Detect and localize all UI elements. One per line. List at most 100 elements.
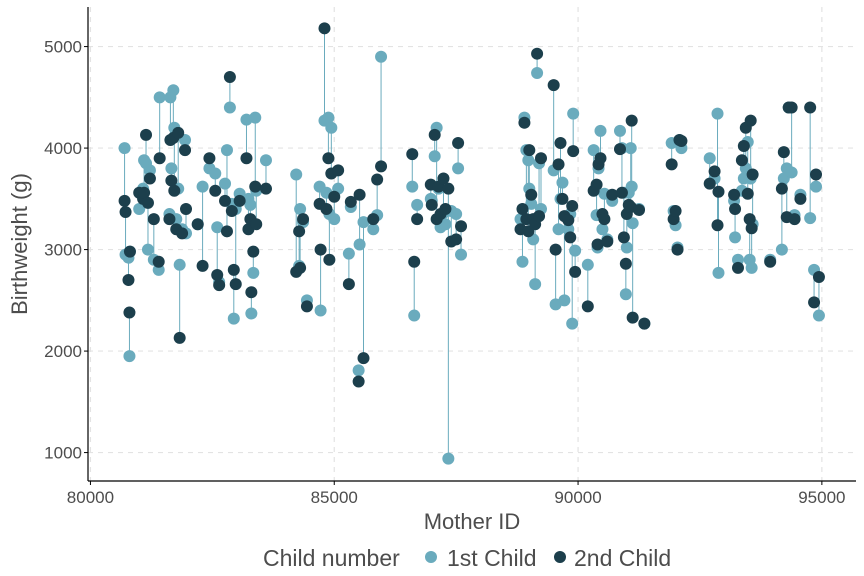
point-second-child: [191, 218, 204, 231]
point-second-child: [525, 188, 538, 201]
point-second-child: [294, 261, 307, 274]
point-first-child: [428, 150, 441, 163]
point-first-child: [249, 111, 262, 124]
point-second-child: [728, 188, 741, 201]
data-points: [118, 22, 825, 465]
x-tick-label: 85000: [311, 488, 358, 507]
point-second-child: [293, 225, 306, 238]
point-second-child: [425, 198, 438, 211]
point-first-child: [244, 198, 257, 211]
point-second-child: [119, 206, 132, 219]
point-second-child: [165, 174, 178, 187]
point-first-child: [406, 180, 419, 193]
point-second-child: [564, 231, 577, 244]
point-first-child: [569, 244, 582, 257]
point-second-child: [437, 172, 450, 185]
point-second-child: [794, 192, 807, 205]
point-second-child: [223, 71, 236, 84]
point-second-child: [549, 243, 562, 256]
point-first-child: [227, 312, 240, 325]
point-second-child: [123, 306, 136, 319]
point-second-child: [219, 194, 232, 207]
x-axis-title: Mother ID: [424, 509, 521, 534]
point-second-child: [375, 160, 388, 173]
point-second-child: [775, 182, 788, 195]
point-second-child: [562, 214, 575, 227]
point-second-child: [250, 218, 263, 231]
point-second-child: [598, 213, 611, 226]
point-first-child: [522, 154, 535, 167]
x-tick-label: 95000: [798, 488, 845, 507]
point-first-child: [581, 258, 594, 271]
point-second-child: [371, 173, 384, 186]
point-second-child: [552, 158, 565, 171]
point-second-child: [671, 243, 684, 256]
point-second-child: [808, 296, 821, 309]
legend-marker-second: [554, 551, 566, 563]
point-first-child: [613, 124, 626, 137]
y-tick-label: 4000: [44, 139, 82, 158]
point-second-child: [619, 257, 632, 270]
point-second-child: [332, 164, 345, 177]
point-first-child: [450, 208, 463, 221]
point-first-child: [775, 243, 788, 256]
point-first-child: [211, 221, 224, 234]
point-second-child: [408, 255, 421, 268]
point-second-child: [633, 203, 646, 216]
point-first-child: [558, 294, 571, 307]
point-second-child: [249, 180, 262, 193]
point-second-child: [613, 143, 626, 156]
point-second-child: [439, 202, 452, 215]
point-second-child: [211, 268, 224, 281]
point-second-child: [547, 79, 560, 92]
point-first-child: [529, 278, 542, 291]
point-second-child: [737, 140, 750, 153]
tick-labels: 1000 2000 3000 4000 5000 80000 85000 90000 95000: [44, 38, 845, 507]
point-first-child: [290, 168, 303, 181]
point-second-child: [556, 192, 569, 205]
point-second-child: [203, 152, 216, 165]
point-second-child: [518, 116, 531, 129]
point-first-child: [745, 261, 758, 274]
point-first-child: [167, 84, 180, 97]
point-second-child: [812, 270, 825, 283]
point-first-child: [219, 177, 232, 190]
point-second-child: [163, 213, 176, 226]
point-second-child: [744, 114, 757, 127]
y-tick-label: 3000: [44, 241, 82, 260]
point-second-child: [220, 225, 233, 238]
point-first-child: [165, 162, 178, 175]
point-first-child: [712, 266, 725, 279]
point-second-child: [122, 274, 135, 287]
pair-lines: [124, 28, 820, 459]
y-tick-label: 2000: [44, 342, 82, 361]
point-first-child: [408, 309, 421, 322]
y-tick-label: 5000: [44, 38, 82, 57]
point-second-child: [297, 213, 310, 226]
point-second-child: [804, 101, 817, 114]
point-second-child: [328, 190, 341, 203]
x-tick-label: 90000: [554, 488, 601, 507]
point-second-child: [141, 196, 154, 209]
point-first-child: [314, 304, 327, 317]
point-first-child: [322, 111, 335, 124]
point-second-child: [785, 101, 798, 114]
point-second-child: [179, 144, 192, 157]
point-first-child: [259, 154, 272, 167]
point-second-child: [342, 278, 355, 291]
point-second-child: [675, 134, 688, 147]
point-second-child: [138, 186, 151, 199]
point-second-child: [322, 152, 335, 165]
point-first-child: [703, 152, 716, 165]
point-first-child: [375, 50, 388, 63]
point-second-child: [140, 128, 153, 141]
point-second-child: [729, 202, 742, 215]
point-second-child: [233, 194, 246, 207]
point-second-child: [533, 210, 546, 223]
point-second-child: [240, 152, 253, 165]
point-second-child: [523, 144, 536, 157]
point-second-child: [788, 213, 801, 226]
point-second-child: [123, 245, 136, 258]
point-first-child: [566, 317, 579, 330]
